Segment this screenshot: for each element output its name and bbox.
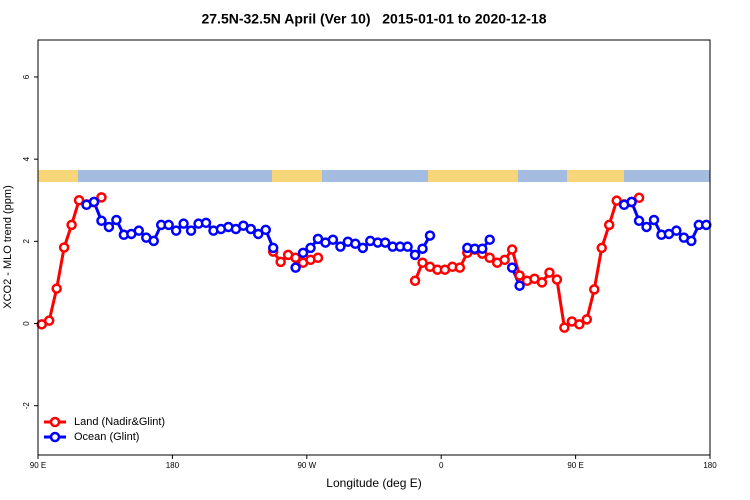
data-point [574,319,585,330]
chart-title: 27.5N-32.5N April (Ver 10) 2015-01-01 to… [201,11,546,27]
data-point [327,234,339,245]
data-point [686,235,697,247]
x-tick-label: 90 E [567,461,583,470]
data-point [484,234,495,245]
data-point [559,322,570,333]
data-point [267,242,279,254]
data-point [96,192,107,203]
data-point [185,225,197,236]
data-point [701,219,712,231]
data-point [275,256,286,268]
data-point [133,225,145,236]
data-point [581,314,593,325]
data-point [350,238,361,250]
data-point [111,214,122,226]
data-point [170,225,182,236]
data-point [178,218,189,229]
data-point [641,221,652,233]
x-tick-label: 90 W [297,461,316,470]
data-point [103,221,115,233]
y-tick-label: -2 [22,402,31,410]
data-point [506,244,518,255]
data-point [424,230,436,241]
data-point [88,196,100,208]
data-point [417,243,428,254]
y-tick-label: 2 [22,239,31,244]
data-point [43,315,55,326]
data-point [402,241,413,252]
data-point [477,243,488,254]
data-point [312,252,324,264]
data-point [514,280,525,291]
data-point [409,249,421,261]
data-point [544,267,555,278]
data-point [66,219,77,231]
legend-marker [49,416,61,428]
data-point [454,262,466,273]
data-point [648,214,660,226]
data-point [58,242,70,253]
x-tick-label: 0 [439,461,444,470]
legend-marker [49,431,61,443]
x-tick-label: 90 E [30,461,46,470]
y-tick-label: 6 [22,74,31,79]
data-point [551,274,563,285]
x-axis-label: Longitude (deg E) [326,476,421,490]
data-point [290,252,301,264]
data-point [305,242,316,254]
data-point [260,224,271,236]
data-point [297,247,309,259]
data-point [671,225,682,236]
plot-frame [37,39,711,456]
data-point [536,277,548,288]
data-point [335,241,346,252]
data-point [163,219,174,231]
series-line [41,196,640,331]
data-point [633,192,645,204]
land-mask-band [38,170,710,182]
data-point [499,254,510,266]
data-point [589,284,600,295]
data-point [506,262,518,273]
data-point [245,223,257,235]
data-point [633,215,645,227]
x-tick-label: 180 [166,461,180,470]
data-point [148,235,159,247]
data-point [417,257,428,268]
data-point [596,242,607,254]
data-point [51,283,62,294]
data-point [357,242,369,254]
data-point [626,196,637,208]
data-point [379,237,391,248]
data-point [96,215,107,227]
y-axis-label: XCO2 - MLO trend (ppm) [2,185,14,308]
legend-label: Ocean (Glint) [74,431,139,443]
data-point [603,219,615,231]
y-tick-label: 0 [22,321,31,326]
data-point [409,275,421,287]
x-tick-label: 180 [703,461,717,470]
data-point [200,217,212,229]
data-point [253,228,264,240]
data-point [514,270,525,281]
data-point [484,252,495,264]
data-point [73,194,85,206]
y-tick-label: 4 [22,156,31,161]
legend-label: Land (Nadir&Glint) [74,416,165,428]
data-point [290,262,301,273]
